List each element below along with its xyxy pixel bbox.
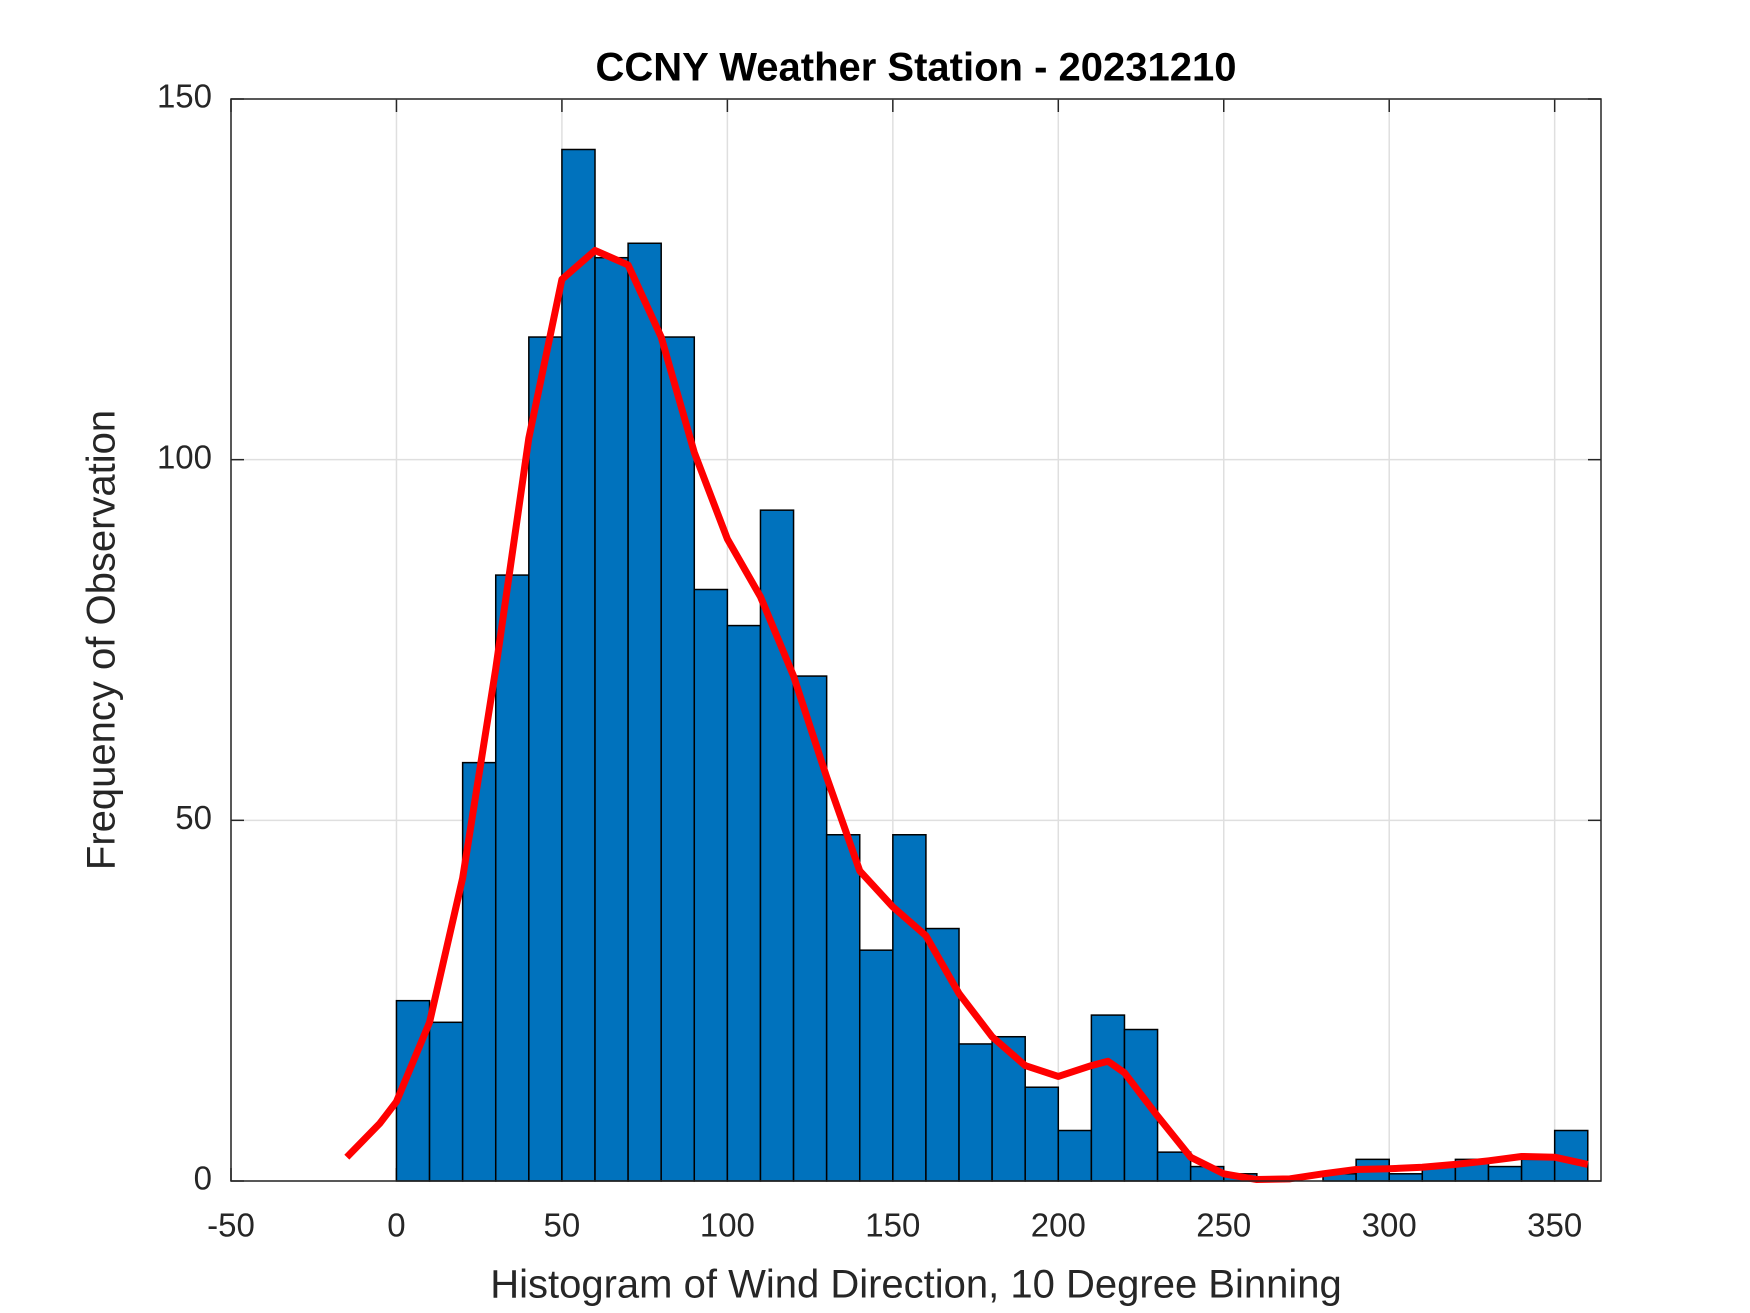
bar: [1024, 1086, 1060, 1182]
bar: [594, 256, 629, 1182]
bar: [561, 148, 596, 1182]
bar: [660, 336, 696, 1182]
bar: [1057, 1129, 1093, 1182]
bar: [1487, 1165, 1523, 1182]
bar: [1520, 1158, 1556, 1182]
x-tick-label: -50: [207, 1207, 255, 1244]
bar: [1123, 1028, 1159, 1182]
bar: [958, 1043, 993, 1182]
bar: [395, 999, 431, 1182]
y-tick-label: 150: [157, 78, 212, 115]
y-axis-label: Frequency of Observation: [80, 410, 124, 870]
x-tick-label: 200: [1031, 1207, 1086, 1244]
x-tick-label: 50: [544, 1207, 581, 1244]
x-tick-label: 0: [387, 1207, 405, 1244]
bar: [892, 834, 927, 1182]
bar: [726, 624, 762, 1182]
y-tick-label: 100: [157, 438, 212, 475]
bar: [428, 1021, 464, 1182]
x-tick-label: 150: [865, 1207, 920, 1244]
bar: [1156, 1151, 1192, 1182]
y-tick-label: 0: [194, 1160, 212, 1197]
axes-box: [230, 98, 1602, 1182]
bar: [825, 834, 861, 1182]
bar: [627, 242, 662, 1182]
bar: [494, 574, 530, 1182]
bar: [1388, 1173, 1424, 1182]
x-axis-label: Histogram of Wind Direction, 10 Degree B…: [490, 1263, 1342, 1307]
y-tick-label: 50: [175, 799, 212, 836]
chart-title: CCNY Weather Station - 20231210: [596, 46, 1237, 90]
x-tick-label: 350: [1527, 1207, 1582, 1244]
bar: [759, 509, 795, 1182]
bar: [1090, 1014, 1126, 1182]
bar: [528, 336, 563, 1182]
density-curve: [344, 246, 1589, 1184]
x-tick-label: 300: [1362, 1207, 1417, 1244]
bar: [693, 588, 729, 1182]
x-tick-label: 250: [1196, 1207, 1251, 1244]
bar: [858, 949, 894, 1182]
x-tick-label: 100: [700, 1207, 755, 1244]
